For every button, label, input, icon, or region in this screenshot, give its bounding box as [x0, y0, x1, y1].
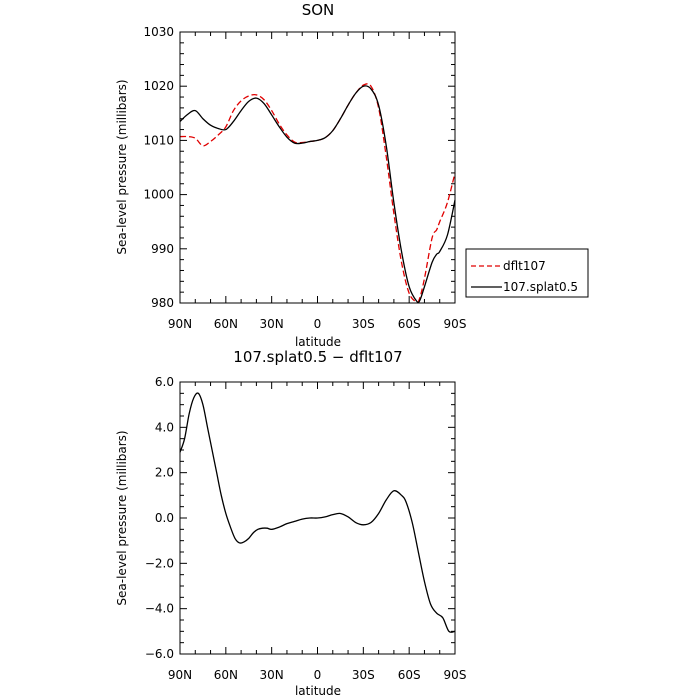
x-tick-label: 60N — [214, 668, 238, 682]
bottom-x-axis-title: latitude — [295, 684, 341, 698]
x-tick-label: 60S — [398, 668, 421, 682]
series-line-dflt107 — [179, 83, 456, 303]
top-y-axis-title: Sea-level pressure (millibars) — [115, 79, 129, 254]
y-tick-label: 980 — [151, 296, 174, 310]
x-tick-label: 90S — [444, 668, 467, 682]
y-tick-label: 1030 — [143, 25, 174, 39]
y-tick-label: 990 — [151, 242, 174, 256]
y-tick-label: −4.0 — [145, 602, 174, 616]
top-tick-labels: 90N 60N 30N 0 30S 60S 90S 980 990 1000 1010 1020 103… — [143, 25, 466, 331]
x-tick-label: 90N — [168, 668, 192, 682]
difference-line — [179, 392, 456, 633]
x-tick-label: 0 — [314, 317, 322, 331]
y-tick-label: 6.0 — [155, 375, 174, 389]
y-tick-label: 1020 — [143, 79, 174, 93]
y-tick-label: −2.0 — [145, 556, 174, 570]
y-tick-label: 1010 — [143, 133, 174, 147]
top-series-lines — [179, 83, 456, 304]
bottom-panel: 107.splat0.5 − dflt107 latitude Sea-leve… — [115, 348, 466, 698]
top-axis-ticks — [179, 31, 456, 304]
x-tick-label: 30S — [352, 668, 375, 682]
legend: dflt107 107.splat0.5 — [465, 248, 589, 298]
y-tick-label: 0.0 — [155, 511, 174, 525]
top-panel: SON latitude Sea-level pressure (milliba… — [115, 1, 466, 349]
bottom-panel-title: 107.splat0.5 − dflt107 — [233, 348, 402, 366]
x-tick-label: 90N — [168, 317, 192, 331]
x-tick-label: 60S — [398, 317, 421, 331]
y-tick-label: −6.0 — [145, 647, 174, 661]
top-plot-frame — [179, 31, 456, 304]
legend-label-dflt107: dflt107 — [503, 259, 546, 273]
bottom-tick-labels: 90N 60N 30N 0 30S 60S 90S −6.0 −4.0 −2.0 0.0 2.0 4.0… — [145, 375, 467, 682]
x-tick-label: 60N — [214, 317, 238, 331]
top-panel-title: SON — [302, 1, 335, 19]
x-tick-label: 30N — [260, 317, 284, 331]
y-tick-label: 4.0 — [155, 420, 174, 434]
x-tick-label: 30N — [260, 668, 284, 682]
bottom-y-axis-title: Sea-level pressure (millibars) — [115, 430, 129, 605]
x-tick-label: 0 — [314, 668, 322, 682]
legend-box — [465, 248, 589, 298]
top-x-axis-title: latitude — [295, 335, 341, 349]
bottom-series-lines — [179, 392, 456, 633]
y-tick-label: 1000 — [143, 188, 174, 202]
series-line-107-splat0-5 — [179, 85, 456, 304]
x-tick-label: 30S — [352, 317, 375, 331]
bottom-plot-frame — [179, 381, 456, 655]
bottom-axis-ticks — [179, 381, 456, 655]
x-tick-label: 90S — [444, 317, 467, 331]
y-tick-label: 2.0 — [155, 466, 174, 480]
legend-label-splat: 107.splat0.5 — [503, 280, 578, 294]
